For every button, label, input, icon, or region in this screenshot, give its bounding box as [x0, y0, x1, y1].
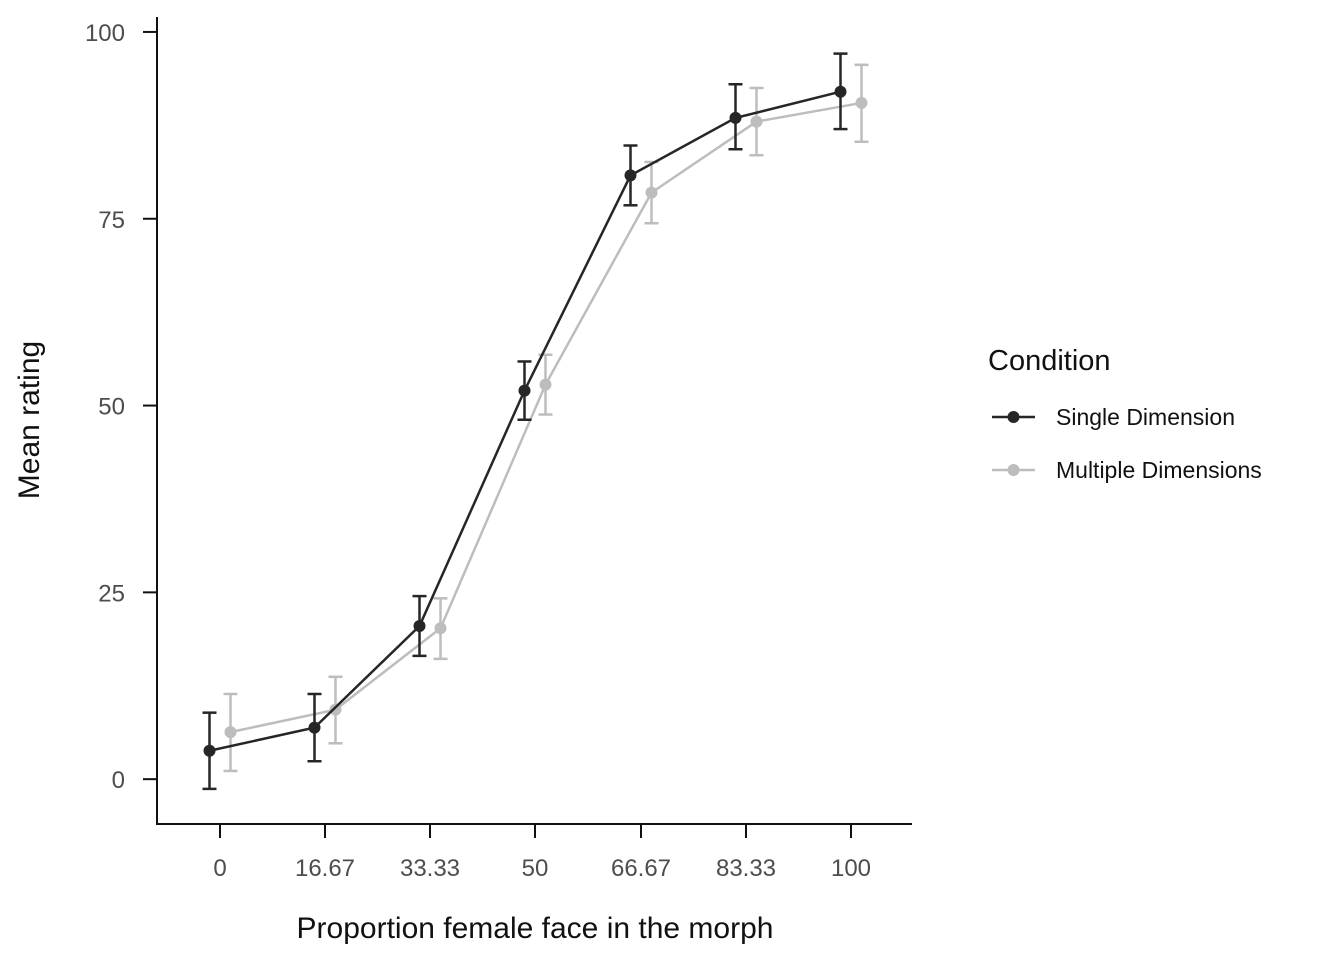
legend-title: Condition [988, 345, 1111, 377]
legend-key-point [1007, 411, 1020, 423]
y-axis-label: Mean rating [13, 341, 46, 499]
data-point [434, 622, 447, 635]
legend-label: Multiple Dimensions [1056, 457, 1262, 483]
y-tick-label: 25 [98, 580, 125, 607]
x-tick-label: 0 [213, 855, 226, 882]
data-point [624, 169, 637, 182]
y-tick-label: 75 [98, 207, 125, 234]
x-tick-label: 100 [831, 855, 871, 882]
legend: Condition Single Dimension Multiple Dimen… [988, 345, 1262, 483]
series-single-dimension [202, 52, 848, 791]
x-tick-label: 83.33 [716, 855, 776, 882]
data-point [834, 85, 847, 98]
x-axis-label: Proportion female face in the morph [297, 912, 774, 945]
plot-area [202, 52, 869, 791]
y-tick-label: 50 [98, 394, 125, 421]
legend-item-single-dimension: Single Dimension [992, 404, 1235, 430]
axes [156, 17, 912, 825]
x-tick-label: 66.67 [611, 855, 671, 882]
y-tick-label: 0 [112, 767, 125, 794]
data-point [329, 703, 342, 716]
x-tick-label: 50 [522, 855, 549, 882]
data-point [729, 111, 742, 124]
data-point [224, 726, 237, 739]
data-point [518, 384, 531, 397]
y-ticks: 0 25 50 75 100 [85, 20, 157, 794]
series-multiple-dimensions [223, 63, 869, 773]
legend-label: Single Dimension [1056, 404, 1235, 430]
legend-items: Single Dimension Multiple Dimensions [992, 404, 1262, 483]
data-point [645, 186, 658, 199]
x-tick-label: 16.67 [295, 855, 355, 882]
data-point [539, 378, 552, 391]
legend-key-point [1007, 464, 1020, 476]
data-point [203, 744, 216, 757]
data-point [308, 721, 321, 734]
x-tick-label: 33.33 [400, 855, 460, 882]
series-line [230, 101, 862, 734]
data-point [750, 115, 763, 128]
x-ticks: 0 16.67 33.33 50 66.67 83.33 100 [213, 824, 871, 882]
data-point [855, 96, 868, 109]
legend-item-multiple-dimensions: Multiple Dimensions [992, 457, 1262, 483]
data-point [413, 619, 426, 632]
series-line [209, 90, 841, 752]
y-tick-label: 100 [85, 20, 125, 47]
